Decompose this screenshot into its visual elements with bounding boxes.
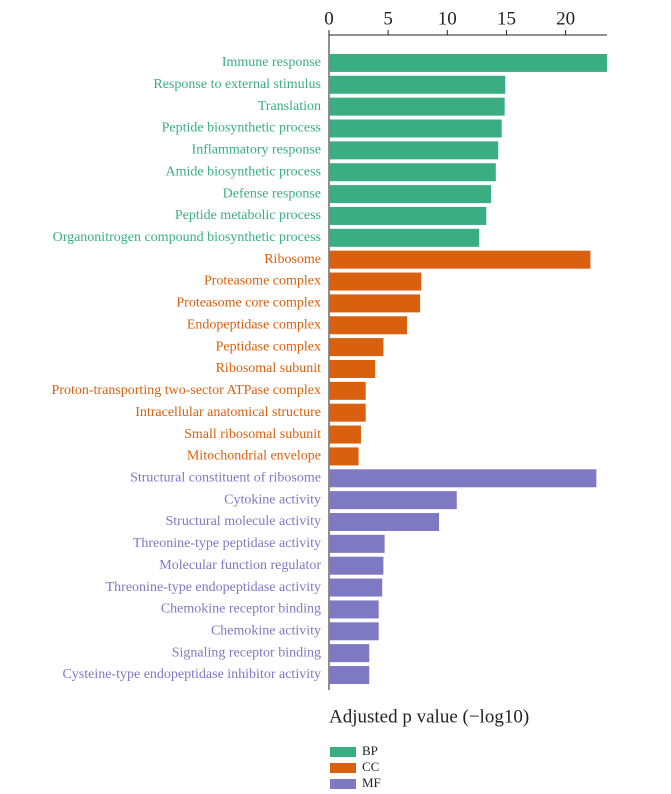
bar (329, 359, 376, 378)
y-tick-label: Inflammatory response (192, 143, 321, 158)
bar (329, 97, 505, 116)
bar (329, 185, 492, 204)
y-tick-label: Structural constituent of ribosome (130, 470, 321, 485)
bar (329, 206, 487, 225)
bar (329, 556, 384, 575)
y-tick-label: Peptide metabolic process (175, 208, 321, 223)
y-tick-label: Proteasome core complex (176, 296, 321, 311)
y-tick-label: Ribosome (264, 252, 321, 267)
y-tick-label: Cytokine activity (224, 492, 321, 507)
y-tick-label: Translation (258, 99, 321, 114)
y-tick-label: Structural molecule activity (165, 514, 321, 529)
x-axis-title: Adjusted p value (−log10) (329, 706, 529, 727)
bar (329, 644, 370, 663)
y-tick-label: Peptidase complex (216, 339, 321, 354)
y-tick-label: Signaling receptor binding (172, 645, 321, 660)
y-tick-label: Mitochondrial envelope (187, 449, 321, 464)
bar (329, 294, 421, 313)
y-tick-label: Chemokine receptor binding (161, 602, 321, 617)
bar (329, 316, 408, 335)
bar (329, 338, 384, 357)
bar (329, 425, 361, 444)
bar (329, 512, 440, 531)
y-tick-label: Cysteine-type endopeptidase inhibitor ac… (62, 667, 321, 682)
bar (329, 381, 366, 400)
legend-label: BP (362, 743, 378, 758)
bar (329, 228, 480, 247)
y-tick-label: Immune response (222, 55, 321, 70)
y-tick-label: Response to external stimulus (153, 77, 321, 92)
legend-swatch (330, 763, 356, 773)
y-tick-label: Proteasome complex (204, 274, 321, 289)
x-tick-label: 15 (497, 8, 516, 29)
bar (329, 272, 422, 291)
y-tick-label: Peptide biosynthetic process (162, 121, 321, 136)
x-tick-label: 5 (383, 8, 393, 29)
y-tick-label: Threonine-type endopeptidase activity (106, 580, 321, 595)
y-tick-label: Intracellular anatomical structure (135, 405, 321, 420)
bar (329, 141, 499, 160)
y-tick-label: Defense response (223, 186, 321, 201)
legend-label: MF (362, 775, 381, 790)
y-tick-label: Ribosomal subunit (216, 361, 322, 376)
bar (329, 491, 457, 510)
bar (329, 447, 359, 466)
y-tick-label: Amide biosynthetic process (165, 164, 321, 179)
legend-swatch (330, 779, 356, 789)
legend-swatch (330, 747, 356, 757)
y-tick-label: Threonine-type peptidase activity (133, 536, 321, 551)
legend-label: CC (362, 759, 379, 774)
bar (329, 622, 379, 641)
bar (329, 578, 383, 597)
y-tick-label: Small ribosomal subunit (184, 427, 321, 442)
bar (329, 600, 379, 619)
y-tick-label: Organonitrogen compound biosynthetic pro… (53, 230, 321, 245)
y-tick-label: Proton-transporting two-sector ATPase co… (52, 383, 321, 398)
x-tick-label: 10 (438, 8, 457, 29)
y-tick-label: Molecular function regulator (159, 558, 321, 573)
bar (329, 53, 607, 72)
y-tick-label: Chemokine activity (211, 624, 321, 639)
bar (329, 403, 366, 422)
bar (329, 75, 506, 94)
bar (329, 666, 370, 685)
bar (329, 119, 502, 138)
bar (329, 469, 597, 488)
x-tick-label: 0 (324, 8, 334, 29)
bar (329, 534, 385, 553)
bar (329, 163, 496, 182)
bar (329, 250, 591, 269)
y-tick-label: Endopeptidase complex (187, 317, 321, 332)
x-tick-label: 20 (556, 8, 575, 29)
